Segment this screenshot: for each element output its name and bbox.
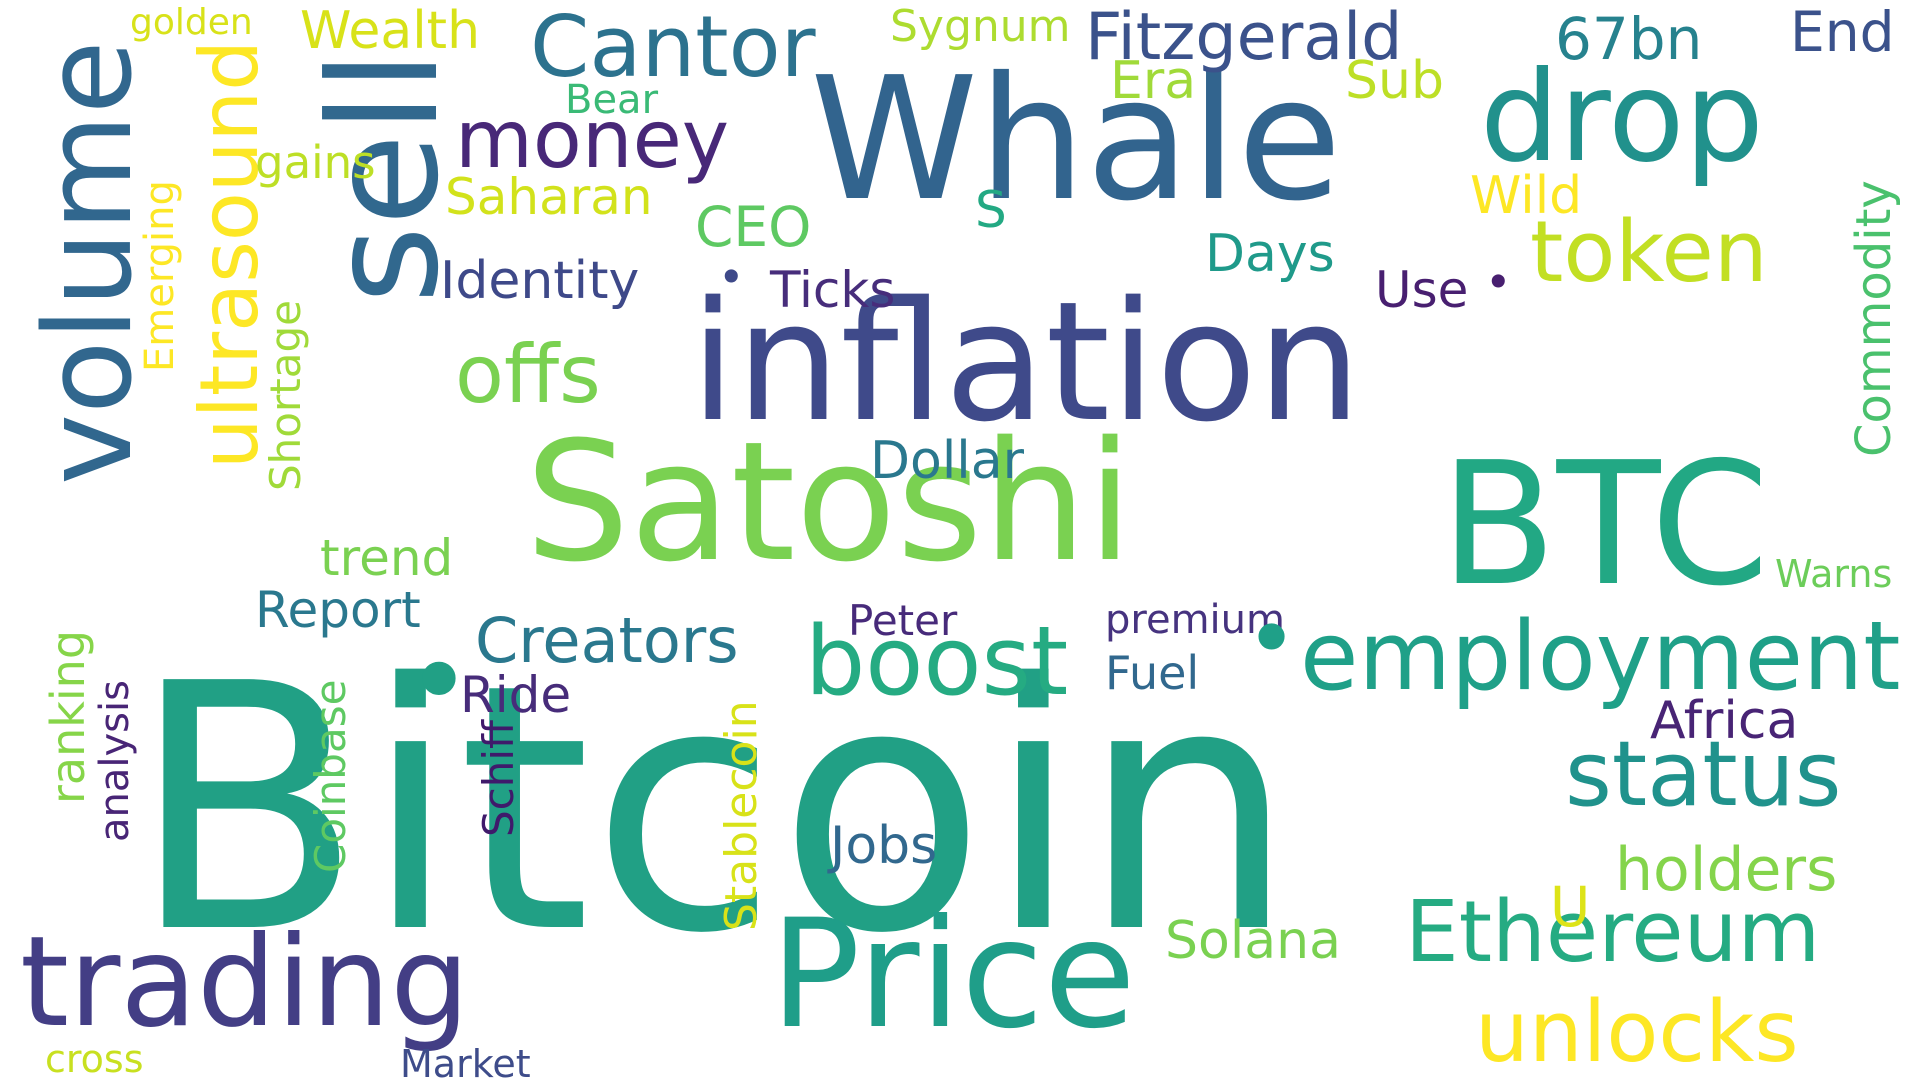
word-saharan: Saharan — [445, 168, 653, 226]
word-cross: cross — [45, 1037, 144, 1080]
word-bitcoin: Bitcoin — [130, 612, 1296, 1008]
word-ethereum: Ethereum — [1405, 883, 1821, 982]
word-africa: Africa — [1650, 691, 1799, 751]
word-employment: employment — [1300, 602, 1901, 712]
word-inflation: inflation — [690, 266, 1362, 458]
word-ceo: CEO — [695, 195, 812, 259]
word-satoshi: Satoshi — [525, 406, 1133, 598]
word-holders: holders — [1615, 835, 1838, 905]
word-money: money — [455, 93, 730, 186]
word-status: status — [1565, 722, 1842, 827]
word-identity: Identity — [440, 251, 640, 311]
word-fitzgerald: Fitzgerald — [1085, 0, 1403, 75]
word-shortage: Shortage — [261, 300, 310, 491]
word-dot-64: • — [1485, 256, 1512, 309]
word-commodity: Commodity — [1846, 180, 1902, 457]
word-golden: golden — [130, 2, 253, 43]
word-dot-65: • — [405, 615, 473, 749]
word-emerging: Emerging — [137, 180, 183, 372]
word-wild: Wild — [1470, 166, 1583, 226]
word-ranking: ranking — [41, 629, 95, 804]
word-jobs: Jobs — [830, 816, 938, 876]
word-token: token — [1530, 203, 1768, 302]
word-boost: boost — [805, 607, 1069, 717]
word-analysis: analysis — [92, 680, 138, 842]
word-gains: gains — [255, 136, 376, 189]
word-ticks: Ticks — [770, 261, 896, 319]
word-cantor: Cantor — [530, 0, 816, 97]
word-ultrasound: ultrasound — [183, 39, 276, 469]
word-drop: drop — [1480, 45, 1764, 190]
word-dollar: Dollar — [870, 431, 1024, 491]
word-sub: Sub — [1345, 51, 1444, 111]
word-coinbase: Coinbase — [306, 679, 355, 873]
word-dot-62: • — [1245, 587, 1299, 692]
word-whale: Whale — [810, 41, 1342, 239]
word-era: Era — [1110, 51, 1197, 111]
word-trading: trading — [20, 910, 470, 1055]
word-trend: trend — [320, 529, 454, 587]
word-s: S — [975, 181, 1007, 239]
word-bear: Bear — [565, 77, 659, 123]
word-dot-63: • — [718, 251, 745, 304]
word-use: Use — [1375, 261, 1469, 319]
word-price: Price — [770, 888, 1136, 1062]
word-end: End — [1790, 0, 1895, 64]
word-warns: Warns — [1775, 552, 1893, 596]
word-u: U — [1550, 875, 1591, 939]
word-days: Days — [1205, 224, 1335, 284]
word-unlocks: unlocks — [1475, 983, 1799, 1080]
word-fuel: Fuel — [1105, 646, 1200, 700]
word-volume: volume — [20, 40, 159, 485]
word-ride: Ride — [460, 666, 572, 724]
word-creators: Creators — [475, 604, 739, 677]
word-report: Report — [255, 581, 421, 639]
word-offs: offs — [455, 328, 601, 421]
word-67bn: 67bn — [1555, 5, 1703, 73]
word-peter: Peter — [848, 596, 958, 645]
word-schiff: Schiff — [474, 720, 523, 837]
word-sygnum: Sygnum — [890, 1, 1071, 52]
word-solana: Solana — [1165, 911, 1341, 971]
word-wealth: Wealth — [300, 1, 481, 61]
word-stablecoin: Stablecoin — [716, 700, 767, 931]
word-market: Market — [400, 1042, 531, 1080]
word-btc: BTC — [1440, 426, 1770, 624]
word-premium: premium — [1105, 597, 1285, 643]
